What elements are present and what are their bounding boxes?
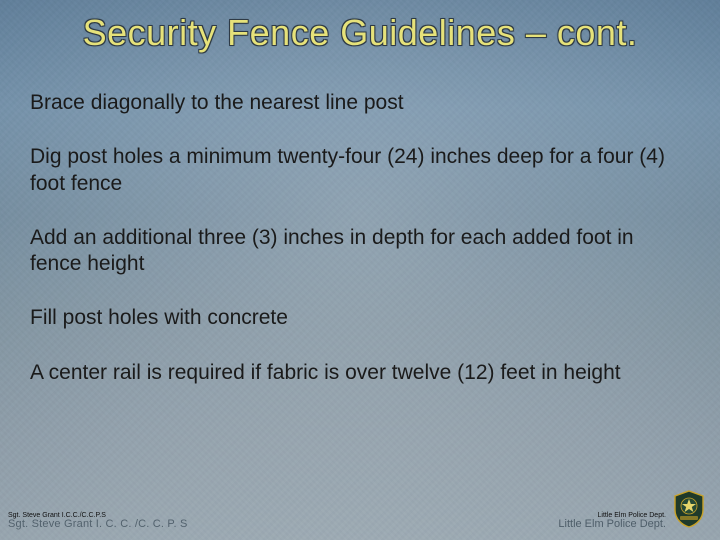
bullet-item: Dig post holes a minimum twenty-four (24… xyxy=(30,144,690,197)
footer-left: Sgt. Steve Grant I.C.C./C.C.P.S Sgt. Ste… xyxy=(8,512,188,530)
footer-author-shadow: Sgt. Steve Grant I. C. C. /C. C. P. S xyxy=(8,518,188,530)
slide-title: Security Fence Guidelines – cont. xyxy=(0,12,720,54)
bullet-item: Add an additional three (3) inches in de… xyxy=(30,225,690,278)
footer-dept-shadow: Little Elm Police Dept. xyxy=(558,518,666,530)
bullet-item: Brace diagonally to the nearest line pos… xyxy=(30,90,690,116)
bullet-item: A center rail is required if fabric is o… xyxy=(30,360,690,386)
slide-footer: Sgt. Steve Grant I.C.C./C.C.P.S Sgt. Ste… xyxy=(8,506,710,530)
bullet-item: Fill post holes with concrete xyxy=(30,305,690,331)
footer-right: Little Elm Police Dept. Little Elm Polic… xyxy=(558,512,666,530)
dept-badge-icon xyxy=(672,490,706,528)
slide: Security Fence Guidelines – cont. Brace … xyxy=(0,0,720,540)
slide-body: Brace diagonally to the nearest line pos… xyxy=(30,90,690,414)
